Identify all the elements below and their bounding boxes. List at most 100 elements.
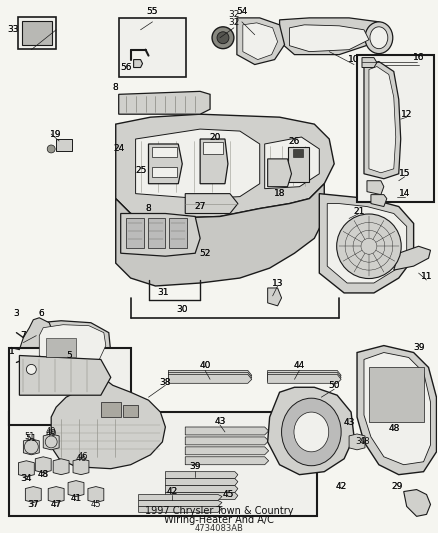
Text: 3: 3 xyxy=(14,309,19,318)
Polygon shape xyxy=(185,447,268,455)
Text: 18: 18 xyxy=(273,189,285,198)
Text: 39: 39 xyxy=(189,462,201,471)
Bar xyxy=(169,219,187,248)
Text: 21: 21 xyxy=(353,207,364,216)
Text: 10: 10 xyxy=(347,55,359,64)
Text: 46: 46 xyxy=(75,454,86,463)
Bar xyxy=(368,367,423,422)
Text: 43: 43 xyxy=(214,416,225,425)
Polygon shape xyxy=(53,459,69,475)
Text: 56: 56 xyxy=(120,63,131,72)
Text: 27: 27 xyxy=(194,202,205,211)
Text: 1997 Chrysler Town & Country: 1997 Chrysler Town & Country xyxy=(145,506,293,516)
Text: 38: 38 xyxy=(159,378,171,387)
Bar xyxy=(18,17,56,49)
Ellipse shape xyxy=(281,398,340,466)
Text: 47: 47 xyxy=(51,500,61,509)
Text: 42: 42 xyxy=(335,482,346,491)
Text: 15: 15 xyxy=(398,169,410,178)
Bar xyxy=(287,147,309,182)
Text: 27: 27 xyxy=(194,202,205,211)
Bar xyxy=(56,139,72,151)
Ellipse shape xyxy=(216,32,228,44)
Text: 44: 44 xyxy=(293,361,304,370)
Bar xyxy=(10,412,317,516)
Text: 48: 48 xyxy=(38,470,49,479)
Ellipse shape xyxy=(212,27,233,49)
Text: 13: 13 xyxy=(271,279,283,287)
Text: 34: 34 xyxy=(21,474,32,483)
Text: 48: 48 xyxy=(38,470,49,479)
Bar xyxy=(147,219,165,248)
Text: 14: 14 xyxy=(398,189,410,198)
Text: 5: 5 xyxy=(66,351,72,360)
Text: Wiring-Heater And A/C: Wiring-Heater And A/C xyxy=(164,515,273,526)
Polygon shape xyxy=(363,352,430,465)
Polygon shape xyxy=(73,459,89,475)
Polygon shape xyxy=(279,18,383,54)
Polygon shape xyxy=(318,193,413,293)
Bar xyxy=(22,21,52,45)
Text: 12: 12 xyxy=(400,110,411,119)
Polygon shape xyxy=(348,434,364,450)
Text: 55: 55 xyxy=(146,7,158,17)
Polygon shape xyxy=(185,437,268,445)
Polygon shape xyxy=(267,370,340,379)
Text: 7: 7 xyxy=(21,331,26,340)
Text: 16: 16 xyxy=(412,53,424,62)
Polygon shape xyxy=(368,67,395,173)
Polygon shape xyxy=(116,114,333,219)
Polygon shape xyxy=(267,374,340,383)
Text: 48: 48 xyxy=(387,424,399,433)
Polygon shape xyxy=(25,487,41,503)
Polygon shape xyxy=(165,472,237,479)
Polygon shape xyxy=(138,500,222,506)
Text: 31: 31 xyxy=(157,288,169,297)
Polygon shape xyxy=(43,434,59,450)
Polygon shape xyxy=(19,318,53,359)
Polygon shape xyxy=(361,58,376,68)
Bar xyxy=(293,149,303,157)
Text: 42: 42 xyxy=(166,487,177,496)
Bar xyxy=(356,54,434,201)
Ellipse shape xyxy=(45,436,57,448)
Polygon shape xyxy=(133,60,142,68)
Text: 52: 52 xyxy=(199,249,210,258)
Text: 6: 6 xyxy=(38,309,44,318)
Polygon shape xyxy=(168,374,251,383)
Bar xyxy=(118,18,186,77)
Text: 10: 10 xyxy=(347,55,359,64)
Polygon shape xyxy=(242,23,277,60)
Polygon shape xyxy=(403,489,430,516)
Text: 32: 32 xyxy=(228,18,239,27)
Polygon shape xyxy=(185,193,237,214)
Text: 4734083AB: 4734083AB xyxy=(194,524,243,533)
Text: 55: 55 xyxy=(146,7,158,17)
Text: 30: 30 xyxy=(176,305,187,314)
Bar xyxy=(122,405,137,417)
Polygon shape xyxy=(31,321,110,375)
Polygon shape xyxy=(165,479,237,486)
Text: 33: 33 xyxy=(8,25,19,34)
Text: 45: 45 xyxy=(222,490,233,499)
Text: 39: 39 xyxy=(189,462,201,471)
Text: 47: 47 xyxy=(50,500,62,509)
Polygon shape xyxy=(88,487,103,503)
Polygon shape xyxy=(148,144,182,184)
Polygon shape xyxy=(185,457,268,465)
Text: 29: 29 xyxy=(390,482,402,491)
Polygon shape xyxy=(19,356,110,395)
Text: 52: 52 xyxy=(199,249,210,258)
Polygon shape xyxy=(120,214,200,256)
Text: 39: 39 xyxy=(354,438,366,446)
Text: 42: 42 xyxy=(335,482,346,491)
Polygon shape xyxy=(366,181,383,195)
Polygon shape xyxy=(237,18,284,64)
Text: 24: 24 xyxy=(113,144,124,154)
Polygon shape xyxy=(267,159,291,187)
Polygon shape xyxy=(51,373,165,469)
Polygon shape xyxy=(165,492,237,499)
Ellipse shape xyxy=(293,412,328,452)
Text: 31: 31 xyxy=(157,288,169,297)
Text: 43: 43 xyxy=(343,417,354,426)
